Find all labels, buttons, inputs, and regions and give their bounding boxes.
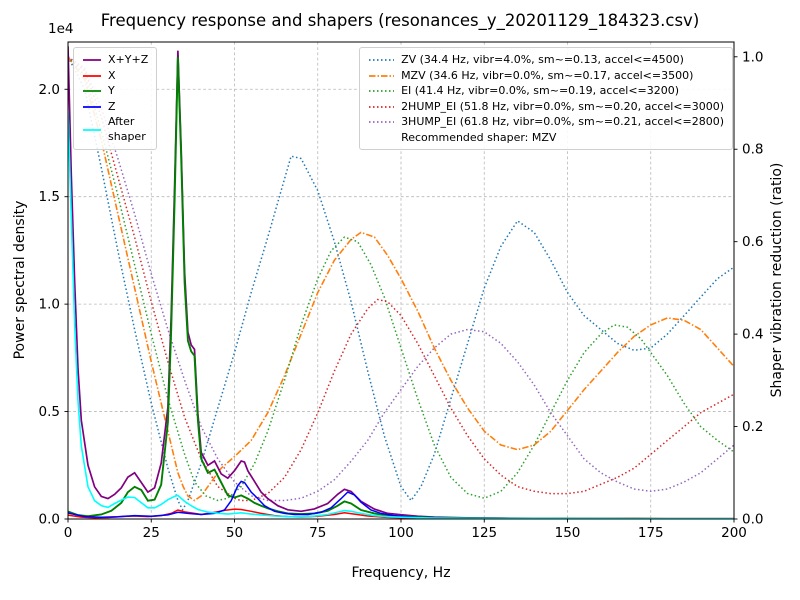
legend-item-label: 3HUMP_EI (61.8 Hz, vibr=0.0%, sm~=0.21, … <box>401 115 724 129</box>
x-tick-label: 100 <box>388 525 414 541</box>
legend-line-swatch <box>369 121 395 124</box>
series-zv <box>68 56 734 512</box>
left-axis-multiplier: 1e4 <box>48 21 73 37</box>
legend-item-label: Y <box>108 84 115 98</box>
legend-item-label: After shaper <box>108 115 146 143</box>
series-y <box>68 56 734 519</box>
right-y-tick-label: 0.4 <box>742 327 763 343</box>
legend-item-label: Z <box>108 99 116 113</box>
legend-line-swatch <box>369 59 395 62</box>
right-y-tick-label: 0.8 <box>742 142 763 158</box>
legend-item-label: ZV (34.4 Hz, vibr=4.0%, sm~=0.13, accel<… <box>401 53 684 66</box>
legend-line-swatch <box>83 90 101 93</box>
x-tick-label: 125 <box>471 525 497 541</box>
left-y-tick-label: 1.5 <box>39 189 60 205</box>
x-tick-label: 50 <box>226 525 243 541</box>
legend-line-swatch <box>369 74 395 77</box>
legend-item-ei: EI (41.4 Hz, vibr=0.0%, sm~=0.19, accel<… <box>368 84 724 99</box>
left-y-tick-label: 2.0 <box>39 82 60 98</box>
legend-item-label: X+Y+Z <box>108 53 149 66</box>
legend-item-label: MZV (34.6 Hz, vibr=0.0%, sm~=0.17, accel… <box>401 68 694 82</box>
x-tick-label: 175 <box>638 525 664 541</box>
legend-item-mzv: MZV (34.6 Hz, vibr=0.0%, sm~=0.17, accel… <box>368 69 724 84</box>
x-tick-label: 200 <box>721 525 747 541</box>
legend-line-swatch <box>83 74 101 77</box>
left-y-tick-label: 0.5 <box>39 404 60 420</box>
shaper-legend-items: ZV (34.4 Hz, vibr=4.0%, sm~=0.13, accel<… <box>368 53 724 130</box>
shaper-legend: ZV (34.4 Hz, vibr=4.0%, sm~=0.13, accel<… <box>359 47 733 151</box>
right-y-tick-label: 0.0 <box>742 512 763 528</box>
right-y-tick-label: 0.2 <box>742 419 763 435</box>
x-tick-label: 0 <box>64 525 73 541</box>
psd-legend: X+Y+Z X Y Z After shaper <box>73 47 158 151</box>
series-3hump_ei <box>68 56 734 502</box>
series-mzv <box>68 56 734 502</box>
chart-title: Frequency response and shapers (resonanc… <box>100 11 700 30</box>
series-after-shaper <box>68 110 734 519</box>
x-tick-label: 150 <box>555 525 581 541</box>
x-tick-label: 75 <box>309 525 326 541</box>
right-y-tick-label: 1.0 <box>742 49 763 65</box>
left-y-tick-label: 1.0 <box>39 297 60 313</box>
tick-labels: 0 25 50 75 100 125 150 175 2000.00.51.01.52.00.0… <box>39 21 764 541</box>
legend-line-swatch <box>369 90 395 93</box>
legend-line-swatch <box>83 105 101 108</box>
legend-item-z: Z <box>82 100 148 115</box>
legend-item-label: X <box>108 68 116 82</box>
left-axis-label: Power spectral density <box>12 200 28 360</box>
right-axis-label: Shaper vibration reduction (ratio) <box>769 162 785 398</box>
legend-item-x+y+z: X+Y+Z <box>82 53 148 68</box>
left-y-tick-label: 0.0 <box>39 512 60 528</box>
legend-item-3hump_ei: 3HUMP_EI (61.8 Hz, vibr=0.0%, sm~=0.21, … <box>368 115 724 130</box>
legend-item-x: X <box>82 69 148 84</box>
legend-item-zv: ZV (34.4 Hz, vibr=4.0%, sm~=0.13, accel<… <box>368 53 724 68</box>
legend-item-y: Y <box>82 84 148 99</box>
x-axis-label: Frequency, Hz <box>351 565 451 581</box>
legend-item-label: 2HUMP_EI (51.8 Hz, vibr=0.0%, sm~=0.20, … <box>401 99 724 113</box>
legend-line-swatch <box>369 105 395 108</box>
series-ei <box>68 56 734 502</box>
right-y-tick-label: 0.6 <box>742 234 763 250</box>
curves <box>68 46 734 519</box>
legend-item-after-shaper: After shaper <box>82 115 148 144</box>
x-tick-label: 25 <box>143 525 160 541</box>
series-x+y+z <box>68 46 734 519</box>
tick-marks <box>64 56 738 523</box>
legend-line-swatch <box>83 59 101 62</box>
legend-item-2hump_ei: 2HUMP_EI (51.8 Hz, vibr=0.0%, sm~=0.20, … <box>368 100 724 115</box>
recommended-shaper-text: Recommended shaper: MZV <box>401 130 557 144</box>
legend-item-label: EI (41.4 Hz, vibr=0.0%, sm~=0.19, accel<… <box>401 84 680 98</box>
legend-line-swatch <box>83 128 101 131</box>
